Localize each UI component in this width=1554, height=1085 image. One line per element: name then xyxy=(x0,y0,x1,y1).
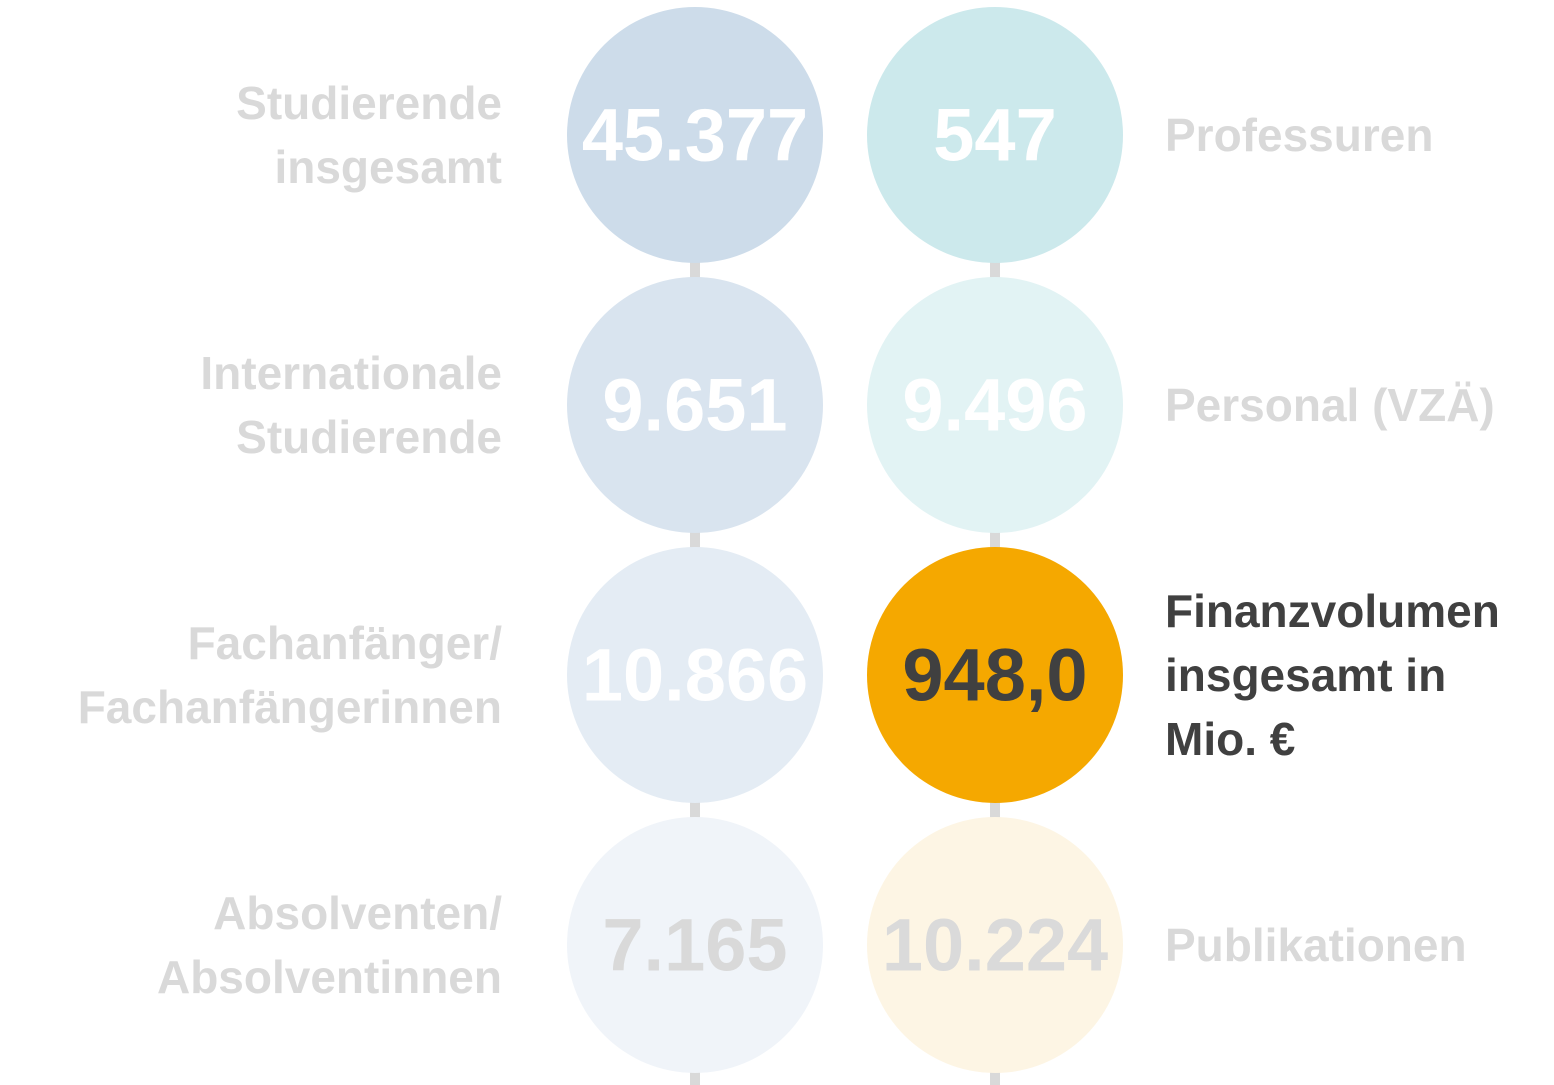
connector xyxy=(690,1071,700,1085)
kpi-label: Mio. € xyxy=(1165,713,1295,765)
kpi-value: 10.224 xyxy=(882,904,1108,987)
kpi-circle xyxy=(567,547,823,803)
connector xyxy=(690,531,700,551)
kpi-value: 7.165 xyxy=(602,904,787,987)
kpi-value: 9.651 xyxy=(602,364,787,447)
kpi-label: Studierende xyxy=(236,411,502,463)
kpi-label: Fachanfängerinnen xyxy=(78,681,502,733)
kpi-label: Finanzvolumen xyxy=(1165,585,1500,637)
connector xyxy=(990,531,1000,551)
connector xyxy=(990,1071,1000,1085)
kpi-value: 45.377 xyxy=(582,94,808,177)
kpi-label: Personal (VZÄ) xyxy=(1165,379,1495,431)
kpi-value: 948,0 xyxy=(902,634,1087,717)
kpi-label: insgesamt xyxy=(274,141,502,193)
connector xyxy=(690,261,700,281)
kpi-label: Professuren xyxy=(1165,109,1433,161)
kpi-label: Fachanfänger/ xyxy=(188,617,503,669)
connector xyxy=(690,801,700,821)
kpi-circle xyxy=(567,7,823,263)
kpi-value: 547 xyxy=(933,94,1056,177)
kpi-label: Absolventen/ xyxy=(213,887,502,939)
kpi-circle xyxy=(567,817,823,1073)
connector xyxy=(990,801,1000,821)
kpi-circle xyxy=(867,817,1123,1073)
kpi-circle xyxy=(867,547,1123,803)
kpi-label: Publikationen xyxy=(1165,919,1467,971)
kpi-circle xyxy=(567,277,823,533)
kpi-value: 9.496 xyxy=(902,364,1087,447)
kpi-circle xyxy=(867,277,1123,533)
kpi-circle xyxy=(867,7,1123,263)
kpi-label: Studierende xyxy=(236,77,502,129)
kpi-label: insgesamt in xyxy=(1165,649,1446,701)
connector xyxy=(990,261,1000,281)
kpi-label: Absolventinnen xyxy=(157,951,502,1003)
kpi-label: Internationale xyxy=(200,347,502,399)
kpi-value: 10.866 xyxy=(582,634,808,717)
